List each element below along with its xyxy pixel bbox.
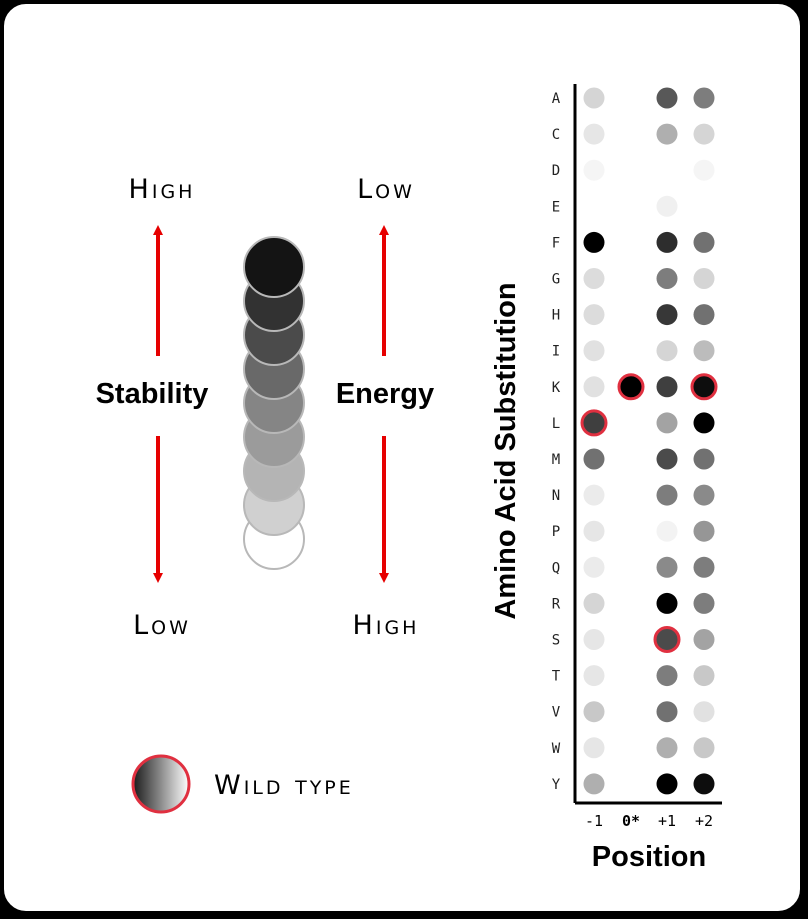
row-label-E: E xyxy=(552,199,560,215)
matrix-dot xyxy=(693,231,715,253)
matrix-dot xyxy=(656,123,678,145)
matrix-dot xyxy=(656,231,678,253)
matrix-dot xyxy=(583,665,605,687)
row-label-H: H xyxy=(552,308,560,324)
intensity-scale xyxy=(243,236,305,570)
row-label-L: L xyxy=(552,416,560,432)
matrix-dot xyxy=(583,448,605,470)
matrix-dot xyxy=(583,520,605,542)
matrix-dot xyxy=(656,701,678,723)
matrix-dot xyxy=(656,304,678,326)
matrix-dot xyxy=(693,629,715,650)
column-label: +2 xyxy=(695,812,713,830)
wild-type-label: Wild type xyxy=(214,770,354,801)
matrix-dot xyxy=(583,484,605,506)
matrix-dot xyxy=(656,556,678,578)
matrix-dot xyxy=(583,340,605,362)
matrix-dot xyxy=(583,701,605,723)
row-label-T: T xyxy=(552,669,561,685)
matrix-dot xyxy=(656,195,678,217)
matrix-dot xyxy=(583,123,605,145)
matrix-dot xyxy=(693,773,715,795)
matrix-dot xyxy=(656,484,678,506)
stability-high-label: High xyxy=(128,174,196,205)
matrix-dot xyxy=(583,592,605,614)
matrix-dot xyxy=(583,268,605,289)
matrix-dot xyxy=(583,629,605,650)
row-label-N: N xyxy=(552,488,560,504)
x-axis-title: Position xyxy=(592,841,706,873)
matrix-dot xyxy=(583,159,605,181)
wild-type-dot xyxy=(653,626,681,653)
row-label-S: S xyxy=(552,633,560,649)
scale-circle xyxy=(243,236,305,298)
matrix-dot xyxy=(693,484,715,506)
column-label: -1 xyxy=(585,812,603,830)
column-label: 0* xyxy=(622,812,640,830)
row-label-A: A xyxy=(552,91,561,107)
matrix-dot xyxy=(693,448,715,470)
matrix-dot xyxy=(583,556,605,578)
row-label-D: D xyxy=(552,163,560,179)
matrix-dot xyxy=(656,737,678,759)
matrix-dot xyxy=(656,773,678,795)
row-label-Q: Q xyxy=(552,560,560,576)
matrix-dot xyxy=(693,159,715,181)
stability-label: Stability xyxy=(95,378,209,410)
matrix-dot xyxy=(693,304,715,326)
matrix-dot xyxy=(693,556,715,578)
matrix-dot xyxy=(693,268,715,289)
stability-low-label: Low xyxy=(133,610,191,641)
matrix-dot xyxy=(693,701,715,723)
energy-label: Energy xyxy=(335,378,435,410)
wild-type-dot xyxy=(617,373,645,401)
matrix-dot xyxy=(693,340,715,362)
matrix-dot xyxy=(583,231,605,253)
row-label-P: P xyxy=(552,524,560,540)
row-label-Y: Y xyxy=(552,777,561,793)
matrix-dot xyxy=(656,665,678,687)
matrix-dot xyxy=(583,376,605,398)
matrix-dot xyxy=(656,268,678,289)
matrix-dot xyxy=(656,592,678,614)
matrix-dot xyxy=(583,737,605,759)
matrix-dot xyxy=(656,448,678,470)
matrix-dot xyxy=(583,773,605,795)
row-label-C: C xyxy=(552,127,560,143)
wild-type-dot xyxy=(690,373,718,401)
matrix-dot xyxy=(656,376,678,398)
matrix-dot xyxy=(583,304,605,326)
row-label-R: R xyxy=(552,596,561,612)
matrix-dot xyxy=(693,665,715,687)
energy-low-label: Low xyxy=(357,174,415,205)
matrix-dot xyxy=(656,412,678,434)
substitution-matrix: A C D E F G H I K L M N P Q R S T V W Y -1 0* +1 +2 Position Amin… xyxy=(490,84,722,873)
row-label-G: G xyxy=(552,272,560,288)
wild-type-swatch xyxy=(131,754,191,814)
matrix-dot xyxy=(693,87,715,109)
matrix-dot xyxy=(656,340,678,362)
row-label-W: W xyxy=(552,741,561,757)
dot-matrix-figure: A C D E F G H I K L M N P Q R S T V W Y -1 0* +1 +2 Position Amin… xyxy=(131,84,722,873)
matrix-dot xyxy=(583,87,605,109)
y-axis-title: Amino Acid Substitution xyxy=(490,282,522,619)
matrix-dot xyxy=(693,520,715,542)
column-label: +1 xyxy=(658,812,676,830)
matrix-dot xyxy=(693,592,715,614)
matrix-dot xyxy=(693,412,715,434)
row-label-V: V xyxy=(552,705,561,721)
matrix-dot xyxy=(656,87,678,109)
wild-type-dot xyxy=(580,409,608,437)
row-label-K: K xyxy=(552,380,561,396)
matrix-dot xyxy=(656,520,678,542)
row-label-I: I xyxy=(552,344,560,360)
energy-high-label: High xyxy=(352,610,420,641)
row-label-F: F xyxy=(552,235,560,251)
matrix-dot xyxy=(693,737,715,759)
row-label-M: M xyxy=(552,452,560,468)
matrix-dot xyxy=(693,123,715,145)
